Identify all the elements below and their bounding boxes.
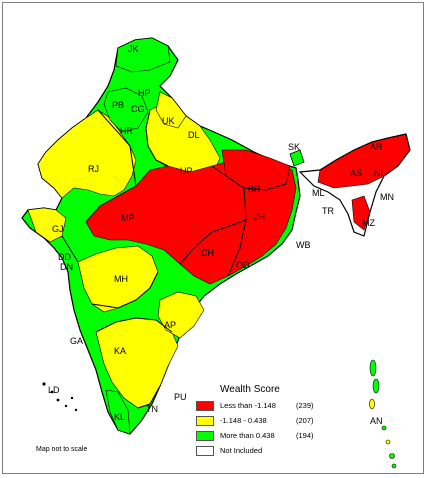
- label-br: BR: [248, 184, 261, 194]
- label-ap: AP: [164, 320, 176, 330]
- label-ar: AR: [370, 142, 383, 152]
- legend-label: More than 0.438: [220, 431, 275, 440]
- region-green-punjab: [103, 87, 149, 133]
- legend-title: Wealth Score: [220, 384, 280, 395]
- label-ld: LD: [48, 385, 60, 395]
- label-dd: DD: [58, 252, 71, 262]
- label-tn: TN: [146, 404, 158, 414]
- label-as: AS: [350, 168, 362, 178]
- label-dn: DN: [60, 262, 73, 272]
- label-mn: MN: [380, 192, 394, 202]
- region-green-kerala: [105, 389, 131, 435]
- legend-swatch-yellow: [196, 415, 214, 426]
- legend-swatch-white: [196, 445, 214, 456]
- label-cg: CG: [131, 104, 145, 114]
- label-rj: RJ: [88, 164, 99, 174]
- label-pu: PU: [174, 392, 187, 402]
- state-borders: [61, 109, 287, 409]
- sikkim: [289, 149, 305, 167]
- region-yellow-ap: [157, 291, 205, 339]
- region-yellow-rajasthan: [37, 109, 137, 199]
- legend-count: (194): [296, 431, 314, 440]
- legend-label: Less than -1.148: [220, 401, 276, 410]
- legend-label: -1.148 - 0.438: [220, 416, 267, 425]
- label-mh: MH: [114, 274, 128, 284]
- legend-label: Not Included: [220, 446, 263, 455]
- label-gj: GJ: [52, 224, 64, 234]
- legend-item: Less than -1.148 (239): [196, 398, 336, 413]
- region-yellow-gujarat: [27, 207, 67, 243]
- andaman-nicobar-islands: [369, 359, 397, 469]
- label-up: UP: [180, 166, 193, 176]
- label-tr: TR: [322, 206, 334, 216]
- region-green-jk: [115, 37, 171, 73]
- label-nl: NL: [374, 168, 386, 178]
- label-ch: CH: [201, 248, 214, 258]
- scale-note: Map not to scale: [36, 446, 88, 453]
- region-yellow-uk: [155, 91, 187, 129]
- label-od: OD: [236, 260, 250, 270]
- region-red-ne2: [351, 195, 371, 231]
- label-jh: JH: [254, 212, 265, 222]
- label-an: AN: [370, 416, 383, 426]
- legend-item: Not Included: [196, 443, 336, 458]
- lakshadweep-islands: [42, 382, 78, 412]
- label-wb: WB: [296, 240, 311, 250]
- label-mp: MP: [121, 213, 135, 223]
- label-uk: UK: [162, 116, 175, 126]
- label-dl: DL: [188, 130, 200, 140]
- label-ka: KA: [114, 346, 126, 356]
- label-kl: KL: [114, 412, 125, 422]
- label-jk: JK: [128, 44, 139, 54]
- northeast-outline: [298, 133, 411, 237]
- label-hr: HR: [120, 126, 133, 136]
- label-ga: GA: [70, 336, 83, 346]
- legend-count: (239): [296, 401, 314, 410]
- label-mz: MZ: [362, 218, 375, 228]
- legend: Wealth Score Less than -1.148 (239) -1.1…: [196, 384, 336, 458]
- legend-item: -1.148 - 0.438 (207): [196, 413, 336, 428]
- label-pb: PB: [112, 100, 124, 110]
- label-hp: HP: [138, 88, 151, 98]
- state-labels: JK HP PB CG HR UK DL RJ UP GJ MP BR JH D…: [48, 44, 394, 426]
- region-red-ne: [317, 133, 411, 189]
- legend-item: More than 0.438 (194): [196, 428, 336, 443]
- label-sk: SK: [288, 142, 300, 152]
- legend-swatch-red: [196, 400, 214, 411]
- legend-swatch-green: [196, 430, 214, 441]
- label-ml: ML: [312, 188, 325, 198]
- legend-count: (207): [296, 416, 314, 425]
- map-frame: [2, 2, 424, 474]
